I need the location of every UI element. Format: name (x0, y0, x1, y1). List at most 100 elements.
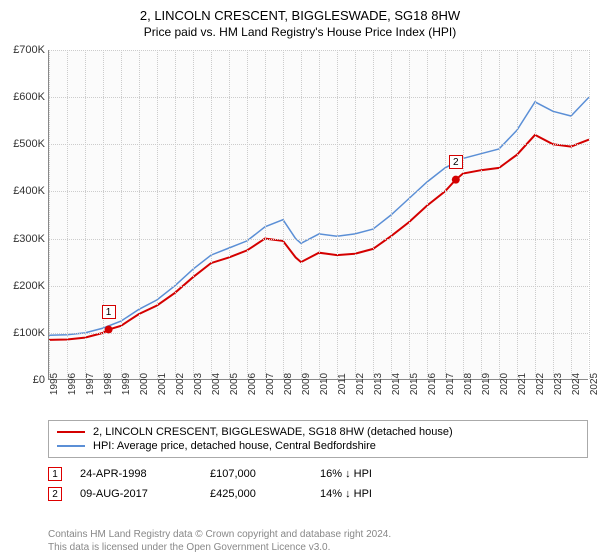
gridline-v (247, 50, 248, 379)
y-axis-label: £300K (3, 233, 45, 245)
transaction-list: 1 24-APR-1998£107,00016% ↓ HPI 2 09-AUG-201… (48, 464, 588, 504)
x-axis-label: 2018 (463, 373, 474, 395)
legend-swatch (57, 431, 85, 433)
y-axis-label: £200K (3, 280, 45, 292)
x-axis-label: 2008 (283, 373, 294, 395)
gridline-v (157, 50, 158, 379)
gridline-v (517, 50, 518, 379)
x-axis-label: 2000 (139, 373, 150, 395)
gridline-v (445, 50, 446, 379)
data-marker-box: 1 (102, 305, 116, 319)
gridline-v (319, 50, 320, 379)
y-axis-label: £400K (3, 185, 45, 197)
gridline-v (103, 50, 104, 379)
gridline-v (481, 50, 482, 379)
plot-region: £0£100K£200K£300K£400K£500K£600K£700K199… (48, 50, 588, 380)
x-axis-label: 2023 (553, 373, 564, 395)
gridline-v (211, 50, 212, 379)
chart-container: 2, LINCOLN CRESCENT, BIGGLESWADE, SG18 8… (0, 0, 600, 560)
y-axis-label: £600K (3, 91, 45, 103)
gridline-v (427, 50, 428, 379)
x-axis-label: 2021 (517, 373, 528, 395)
transaction-pct: 16% ↓ HPI (320, 468, 400, 480)
gridline-v (121, 50, 122, 379)
x-axis-label: 2013 (373, 373, 384, 395)
gridline-v (139, 50, 140, 379)
x-axis-label: 2002 (175, 373, 186, 395)
gridline-v (67, 50, 68, 379)
transaction-date: 09-AUG-2017 (80, 488, 210, 500)
x-axis-label: 1996 (67, 373, 78, 395)
gridline-v (535, 50, 536, 379)
gridline-v (355, 50, 356, 379)
transaction-marker: 1 (48, 467, 62, 481)
gridline-v (409, 50, 410, 379)
x-axis-label: 2017 (445, 373, 456, 395)
x-axis-label: 1995 (49, 373, 60, 395)
gridline-v (391, 50, 392, 379)
gridline-v (85, 50, 86, 379)
gridline-v (265, 50, 266, 379)
x-axis-label: 2012 (355, 373, 366, 395)
gridline-v (193, 50, 194, 379)
legend-item: 2, LINCOLN CRESCENT, BIGGLESWADE, SG18 8… (57, 425, 579, 439)
y-axis-label: £100K (3, 327, 45, 339)
transaction-price: £107,000 (210, 468, 320, 480)
gridline-v (175, 50, 176, 379)
x-axis-label: 2025 (589, 373, 600, 395)
x-axis-label: 2006 (247, 373, 258, 395)
gridline-v (49, 50, 50, 379)
transaction-date: 24-APR-1998 (80, 468, 210, 480)
x-axis-label: 2016 (427, 373, 438, 395)
x-axis-label: 2005 (229, 373, 240, 395)
footer-line-2: This data is licensed under the Open Gov… (48, 541, 588, 554)
footer-line-1: Contains HM Land Registry data © Crown c… (48, 528, 588, 541)
x-axis-label: 2003 (193, 373, 204, 395)
x-axis-label: 2010 (319, 373, 330, 395)
legend-label: 2, LINCOLN CRESCENT, BIGGLESWADE, SG18 8… (93, 426, 453, 438)
y-axis-label: £500K (3, 138, 45, 150)
gridline-v (589, 50, 590, 379)
x-axis-label: 1999 (121, 373, 132, 395)
legend-and-transactions: 2, LINCOLN CRESCENT, BIGGLESWADE, SG18 8… (48, 420, 588, 504)
y-axis-label: £0 (3, 374, 45, 386)
gridline-v (499, 50, 500, 379)
x-axis-label: 2004 (211, 373, 222, 395)
gridline-v (373, 50, 374, 379)
transaction-row: 1 24-APR-1998£107,00016% ↓ HPI (48, 464, 588, 484)
gridline-v (283, 50, 284, 379)
x-axis-label: 2015 (409, 373, 420, 395)
gridline-v (229, 50, 230, 379)
x-axis-label: 2024 (571, 373, 582, 395)
legend-item: HPI: Average price, detached house, Cent… (57, 439, 579, 453)
gridline-v (463, 50, 464, 379)
x-axis-label: 1997 (85, 373, 96, 395)
chart-subtitle: Price paid vs. HM Land Registry's House … (0, 23, 600, 39)
transaction-pct: 14% ↓ HPI (320, 488, 400, 500)
x-axis-label: 2001 (157, 373, 168, 395)
gridline-v (553, 50, 554, 379)
footer-attribution: Contains HM Land Registry data © Crown c… (48, 528, 588, 554)
chart-title: 2, LINCOLN CRESCENT, BIGGLESWADE, SG18 8… (0, 0, 600, 23)
legend-box: 2, LINCOLN CRESCENT, BIGGLESWADE, SG18 8… (48, 420, 588, 458)
transaction-row: 2 09-AUG-2017£425,00014% ↓ HPI (48, 484, 588, 504)
x-axis-label: 2007 (265, 373, 276, 395)
x-axis-label: 2020 (499, 373, 510, 395)
gridline-v (337, 50, 338, 379)
transaction-price: £425,000 (210, 488, 320, 500)
y-axis-label: £700K (3, 44, 45, 56)
x-axis-label: 2014 (391, 373, 402, 395)
gridline-v (571, 50, 572, 379)
x-axis-label: 2019 (481, 373, 492, 395)
data-marker-box: 2 (449, 155, 463, 169)
chart-area: £0£100K£200K£300K£400K£500K£600K£700K199… (48, 50, 588, 410)
x-axis-label: 2011 (337, 373, 348, 395)
gridline-v (301, 50, 302, 379)
x-axis-label: 1998 (103, 373, 114, 395)
legend-swatch (57, 445, 85, 447)
data-marker-dot (452, 176, 460, 184)
transaction-marker: 2 (48, 487, 62, 501)
x-axis-label: 2022 (535, 373, 546, 395)
x-axis-label: 2009 (301, 373, 312, 395)
legend-label: HPI: Average price, detached house, Cent… (93, 440, 376, 452)
